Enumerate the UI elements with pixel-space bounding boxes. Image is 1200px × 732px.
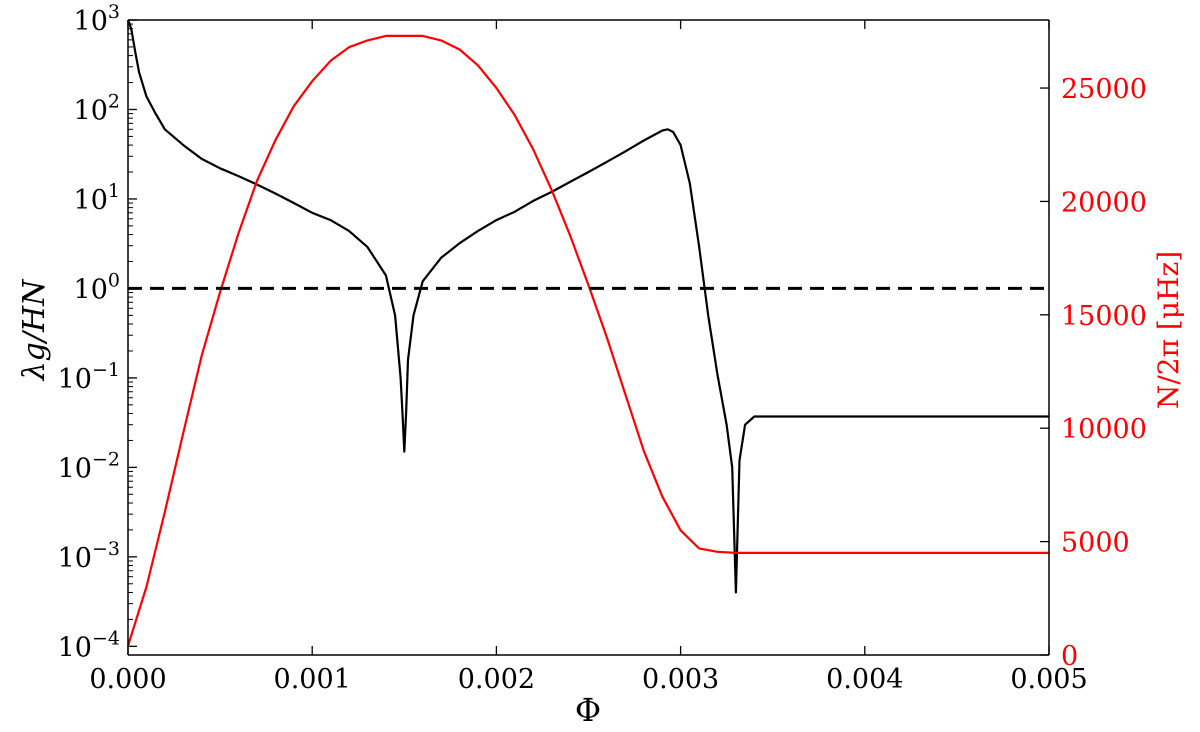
- y-left-tick-exponent: −1: [92, 359, 120, 381]
- y-left-tick-exponent: 1: [108, 180, 120, 202]
- y-left-tick-exponent: −4: [92, 627, 120, 649]
- y-left-tick-label: 10−3: [58, 538, 120, 574]
- y-left-tick-exponent: −2: [92, 448, 120, 470]
- y-left-tick-label: 101: [74, 180, 120, 216]
- labels-layer: Φ λg/HN N/2π [μHz]: [17, 251, 1185, 729]
- y-left-tick-label: 10−1: [58, 359, 120, 395]
- x-tick-label: 0.002: [458, 664, 535, 695]
- x-tick-label: 0.005: [1010, 664, 1087, 695]
- y-right-axis-label: N/2π [μHz]: [1152, 251, 1185, 409]
- y-left-tick-base: 10: [58, 364, 92, 395]
- series-layer: [126, 19, 1049, 647]
- y-left-tick-base: 10: [58, 453, 92, 484]
- y-right-tick-label: 10000: [1061, 414, 1147, 445]
- y-right-tick-label: 15000: [1061, 301, 1147, 332]
- x-tick-label: 0.001: [274, 664, 351, 695]
- y-left-tick-base: 10: [74, 185, 108, 216]
- y-left-tick-exponent: 0: [108, 269, 120, 291]
- y-left-tick-label: 100: [74, 269, 120, 305]
- y-left-tick-base: 10: [74, 274, 108, 305]
- y-left-tick-base: 10: [74, 95, 108, 126]
- y-right-tick-label: 25000: [1061, 74, 1147, 105]
- series-line-lambda: [126, 19, 1049, 594]
- x-tick-label: 0.004: [826, 664, 903, 695]
- y-left-tick-label: 103: [74, 1, 120, 37]
- y-left-tick-base: 10: [58, 543, 92, 574]
- y-left-tick-label: 10−2: [58, 448, 120, 484]
- axes-layer: 0.000 0.001 0.002 0.003 0.004 0.00510−410−310…: [58, 1, 1147, 695]
- y-left-axis-label-group: λg/HN: [17, 278, 52, 381]
- x-tick-label: 0.003: [642, 664, 719, 695]
- x-tick-label: 0.000: [89, 664, 166, 695]
- y-left-axis-label: λg/HN: [17, 278, 52, 381]
- y-right-tick-label: 0: [1061, 641, 1078, 672]
- y-left-tick-exponent: −3: [92, 538, 120, 560]
- y-left-tick-label: 102: [74, 90, 120, 126]
- y-left-tick-label: 10−4: [58, 627, 120, 663]
- y-right-axis-label-group: N/2π [μHz]: [1152, 251, 1185, 409]
- y-left-tick-exponent: 3: [108, 1, 120, 23]
- y-right-tick-label: 20000: [1061, 187, 1147, 218]
- y-left-tick-exponent: 2: [108, 90, 120, 112]
- y-right-tick-label: 5000: [1061, 528, 1130, 559]
- series-line-brunt-vaisala: [126, 34, 1049, 647]
- x-axis-label: Φ: [575, 691, 601, 729]
- y-left-tick-base: 10: [58, 632, 92, 663]
- y-left-tick-base: 10: [74, 6, 108, 37]
